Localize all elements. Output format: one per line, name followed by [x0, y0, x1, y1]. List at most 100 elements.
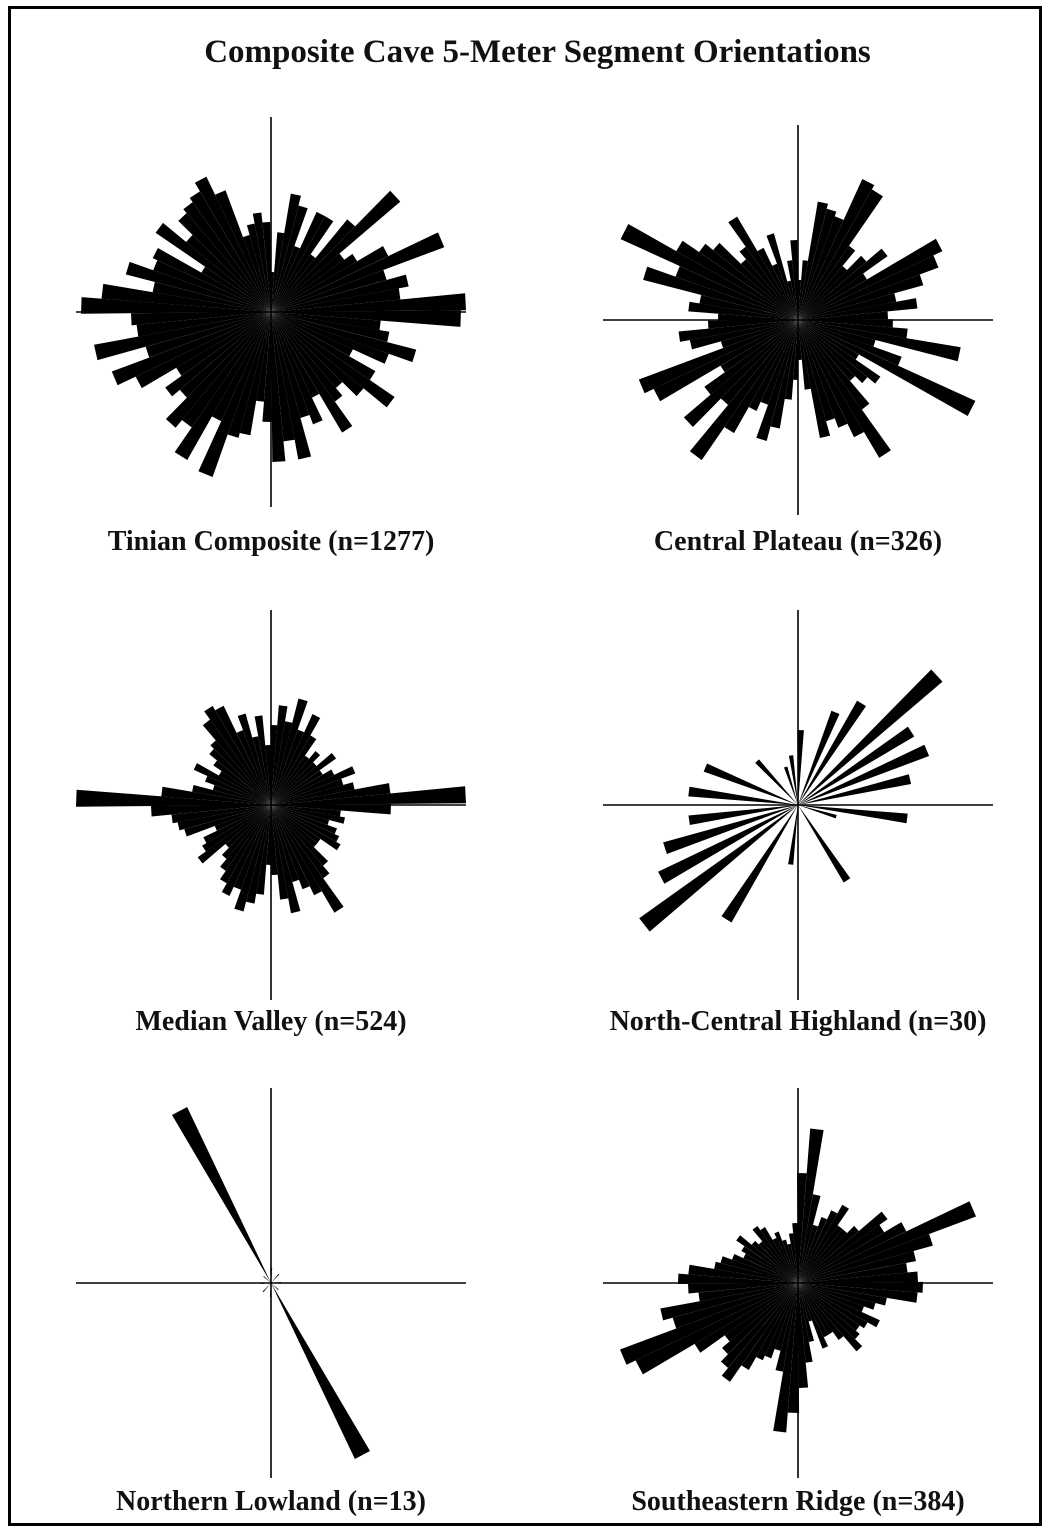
- rose-petal: [773, 1283, 798, 1433]
- rose-petal: [271, 805, 341, 817]
- rose-petal: [271, 312, 343, 402]
- rose-petal: [798, 216, 844, 320]
- rose-petal: [798, 311, 888, 320]
- rose-petal: [714, 1261, 798, 1283]
- rose-petal: [798, 1271, 918, 1283]
- rose-petal: [772, 1237, 798, 1283]
- rose-petal: [271, 805, 310, 890]
- rose-petal: [246, 223, 271, 312]
- rose-petal: [790, 240, 798, 320]
- rose-petal: [784, 766, 798, 805]
- rose-petal: [202, 805, 271, 852]
- rose-petal: [720, 320, 798, 405]
- rose-petal: [256, 805, 271, 895]
- rose-petal: [798, 1283, 887, 1306]
- rose-petal: [271, 805, 299, 883]
- rose-petal: [271, 253, 358, 312]
- rose-petal: [271, 805, 329, 866]
- rose-petal: [111, 312, 271, 386]
- rose-petal: [743, 1253, 798, 1283]
- rose-petal: [774, 1283, 798, 1351]
- rose-petal: [271, 312, 295, 442]
- rose-petal: [660, 1283, 798, 1321]
- rose-petal: [172, 1107, 271, 1283]
- rose-petal: [798, 320, 859, 360]
- rose-petal: [271, 805, 289, 900]
- rose-central-plateau: Central Plateau (n=326): [603, 125, 993, 557]
- rose-petal: [798, 1194, 821, 1283]
- rose-petal: [271, 755, 310, 805]
- rose-petal: [194, 176, 271, 312]
- rose-petal: [221, 805, 271, 896]
- rose-petal: [176, 312, 271, 376]
- rose-petal: [699, 243, 798, 320]
- rose-petal: [212, 785, 271, 805]
- rose-petal: [271, 805, 322, 896]
- rose-petal: [215, 190, 271, 312]
- rose-petal: [713, 242, 798, 320]
- rose-petal: [643, 266, 798, 320]
- rose-petal: [798, 320, 881, 384]
- rose-petal: [271, 805, 321, 844]
- rose-petal: [271, 721, 293, 805]
- rose-petal: [788, 1233, 798, 1283]
- rose-petal: [635, 1283, 798, 1375]
- rose-petal: [678, 320, 798, 342]
- rose-petal: [721, 805, 798, 923]
- rose-petal: [271, 312, 376, 380]
- rose-petal: [151, 805, 271, 817]
- rose-petal: [798, 669, 943, 805]
- rose-petal: [675, 266, 798, 320]
- rose-petal: [271, 254, 316, 312]
- rose-petal: [198, 312, 271, 477]
- rose-petal: [798, 1283, 844, 1340]
- rose-petal: [271, 762, 317, 805]
- rose-petal: [236, 730, 271, 805]
- rose-petal: [798, 201, 828, 320]
- rose-north-central-highland: North-Central Highland (n=30): [603, 610, 993, 1037]
- rose-petal: [271, 293, 466, 312]
- rose-petal: [798, 1283, 829, 1338]
- rose-petal: [271, 312, 381, 331]
- rose-petal: [784, 320, 798, 400]
- rose-petal: [131, 312, 271, 326]
- rose-petal: [722, 1283, 798, 1355]
- rose-petal: [271, 786, 466, 805]
- rose-petal: [788, 805, 798, 865]
- rose-petal: [798, 1283, 829, 1349]
- rose-petal: [271, 253, 345, 312]
- rose-petal: [81, 297, 271, 314]
- rose-petal: [718, 313, 798, 321]
- rose-petal: [201, 266, 271, 312]
- rose-petal: [798, 248, 888, 320]
- rose-petal: [798, 238, 943, 320]
- rose-petal: [797, 280, 802, 320]
- rose-petal: [271, 804, 391, 815]
- rose-petal: [798, 320, 831, 438]
- rose-petal: [720, 320, 798, 373]
- rose-petal: [271, 270, 387, 312]
- rose-petal: [234, 805, 271, 912]
- rose-petal: [760, 320, 798, 405]
- rose-petal: [171, 805, 271, 824]
- rose-petal: [798, 320, 908, 339]
- rose-petal: [204, 705, 271, 805]
- rose-petal: [271, 1273, 280, 1283]
- rose-petal: [798, 320, 876, 347]
- rose-petal: [153, 260, 271, 312]
- rose-petal: [798, 805, 837, 819]
- rose-petal: [798, 700, 866, 805]
- rose-petal: [798, 1283, 918, 1303]
- rose-petal: [798, 1222, 907, 1283]
- rose-petal: [271, 312, 364, 397]
- rose-petal: [211, 312, 271, 422]
- rose-petal: [736, 1235, 798, 1283]
- rose-petal: [638, 320, 798, 394]
- rose-petal: [798, 1283, 812, 1322]
- rose-petal: [798, 273, 867, 320]
- rose-petal: [152, 248, 271, 312]
- rose-petal: [270, 272, 275, 312]
- rose-petal: [703, 763, 798, 805]
- rose-petal: [271, 805, 341, 851]
- rose-petal: [798, 320, 835, 422]
